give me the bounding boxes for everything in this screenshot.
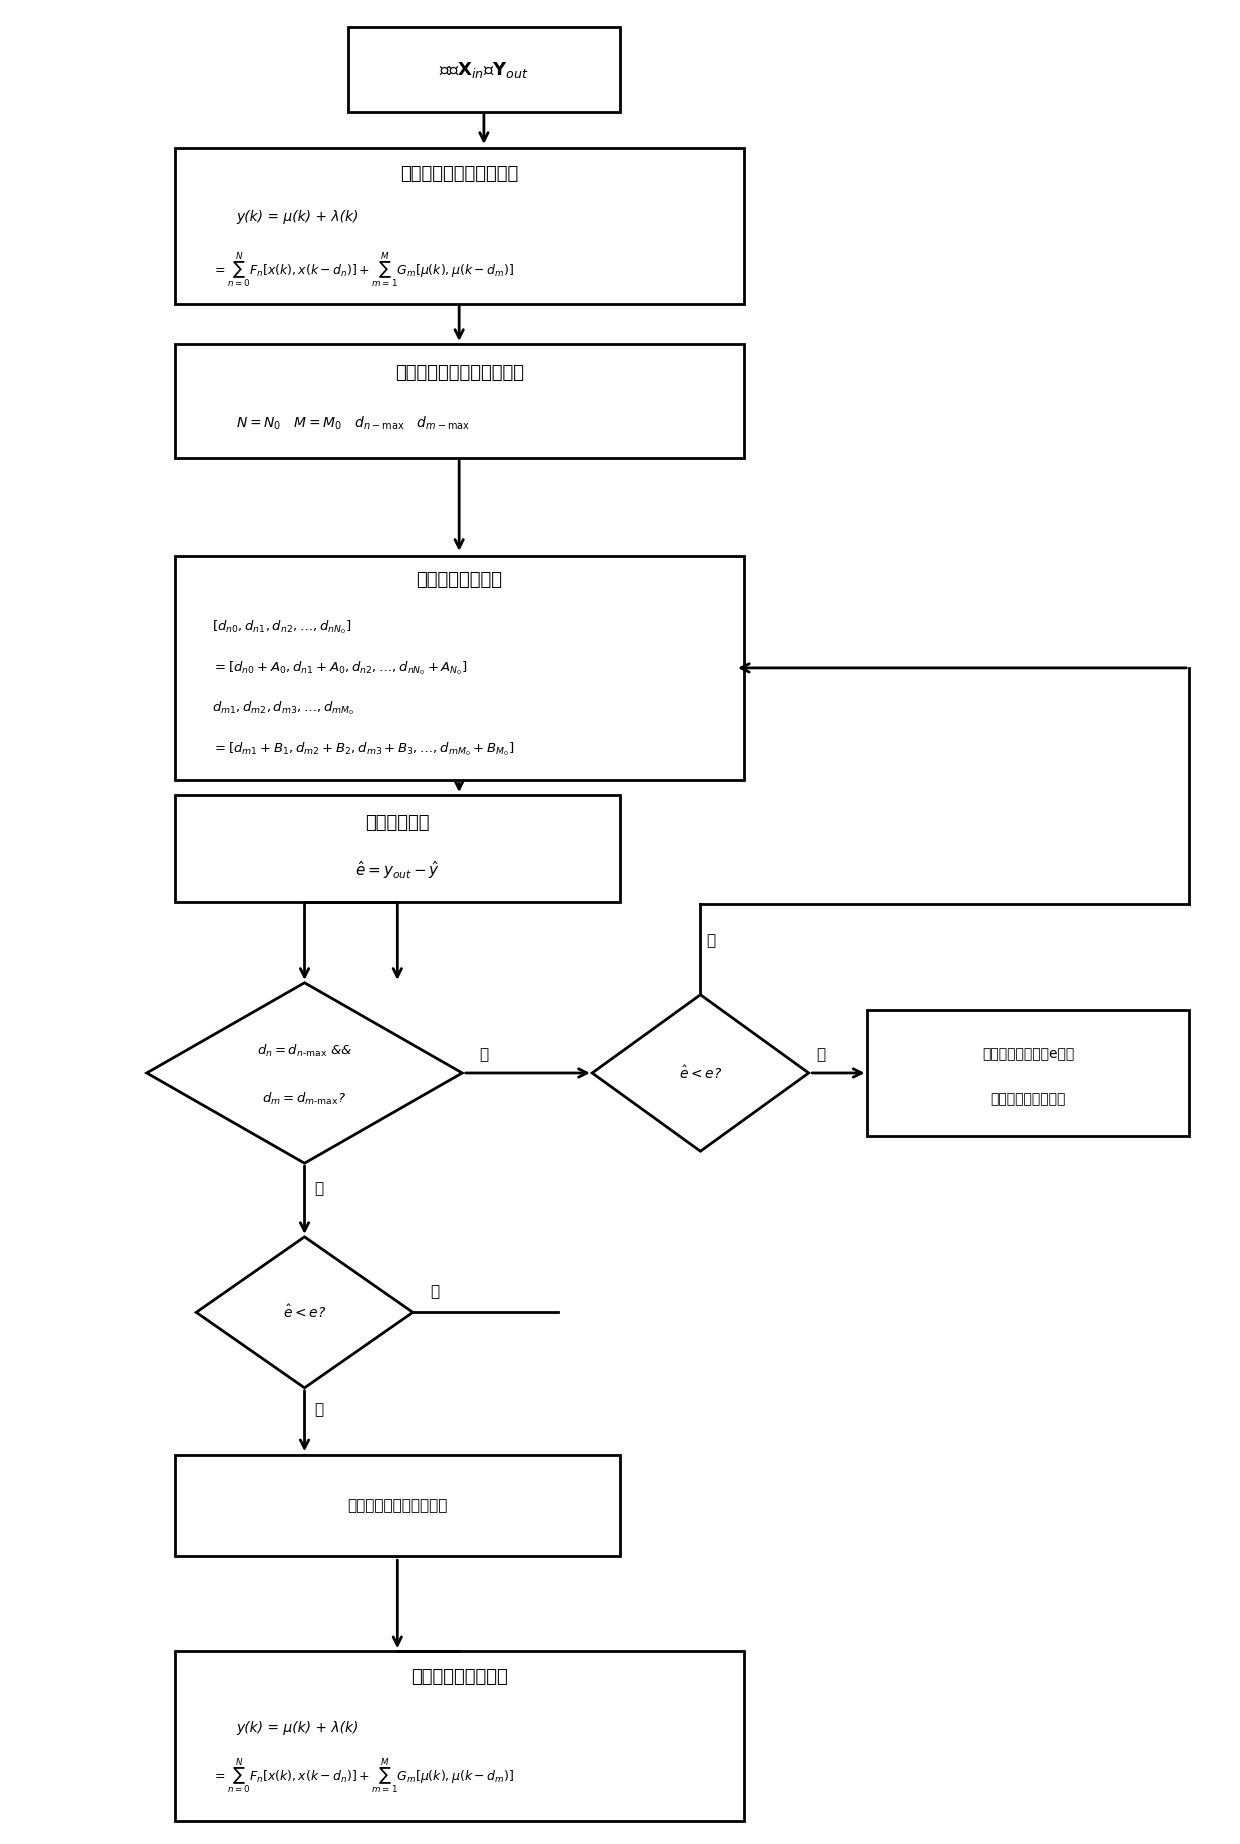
Text: 否: 否	[480, 1047, 489, 1062]
Text: 当前的抓头延迟序列: 当前的抓头延迟序列	[991, 1092, 1066, 1106]
FancyBboxPatch shape	[175, 795, 620, 902]
FancyBboxPatch shape	[868, 1011, 1189, 1136]
FancyBboxPatch shape	[175, 343, 744, 457]
Text: 初始化功率放大器模型参数: 初始化功率放大器模型参数	[394, 365, 523, 382]
Text: $d_n = d_{n\text{-max}}$ &&: $d_n = d_{n\text{-max}}$ &&	[257, 1044, 352, 1058]
Text: $=[d_{n0}+A_0,d_{n1}+A_0,d_{n2},\ldots,d_{nN_0}+A_{N_0}]$: $=[d_{n0}+A_0,d_{n1}+A_0,d_{n2},\ldots,d…	[212, 658, 467, 677]
Text: $=\sum_{n=0}^{N}F_n[x(k),x(k-d_n)]+\sum_{m=1}^{M}G_m[\mu(k),\mu(k-d_m)]$: $=\sum_{n=0}^{N}F_n[x(k),x(k-d_n)]+\sum_…	[212, 251, 515, 290]
FancyBboxPatch shape	[175, 555, 744, 780]
Text: 输入X$_{in}$和Y$_{out}$: 输入X$_{in}$和Y$_{out}$	[439, 59, 528, 79]
Polygon shape	[196, 1237, 413, 1389]
Text: $\hat{e} < e$?: $\hat{e} < e$?	[283, 1304, 326, 1320]
FancyBboxPatch shape	[175, 1650, 744, 1820]
Text: $d_{m1},d_{m2},d_{m3},\ldots,d_{mM_0}$: $d_{m1},d_{m2},d_{m3},\ldots,d_{mM_0}$	[212, 699, 355, 717]
Text: $d_m = d_{m\text{-max}}$?: $d_m = d_{m\text{-max}}$?	[263, 1090, 346, 1106]
Text: 保留当前的误差值e以及: 保留当前的误差值e以及	[982, 1047, 1074, 1062]
Text: $=\sum_{n=0}^{N}F_n[x(k),x(k-d_n)]+\sum_{m=1}^{M}G_m[\mu(k),\mu(k-d_m)]$: $=\sum_{n=0}^{N}F_n[x(k),x(k-d_n)]+\sum_…	[212, 1757, 515, 1796]
Text: $=[d_{m1}+B_1,d_{m2}+B_2,d_{m3}+B_3,\ldots,d_{mM_0}+B_{M_0}]$: $=[d_{m1}+B_1,d_{m2}+B_2,d_{m3}+B_3,\ldo…	[212, 739, 513, 758]
Text: y(k) = μ(k) + λ(k): y(k) = μ(k) + λ(k)	[237, 1722, 358, 1735]
Text: 保留当前的抓头延迟序列: 保留当前的抓头延迟序列	[347, 1497, 448, 1514]
Text: $N=N_0\quad M=M_0\quad d_{n-\max}\quad d_{m-\max}$: $N=N_0\quad M=M_0\quad d_{n-\max}\quad d…	[237, 415, 470, 431]
Text: 否: 否	[430, 1285, 440, 1300]
Text: 是: 是	[315, 1403, 324, 1418]
Text: 选择抓头延迟序列: 选择抓头延迟序列	[417, 570, 502, 588]
Text: 是: 是	[816, 1047, 825, 1062]
FancyBboxPatch shape	[175, 1455, 620, 1556]
Text: $\hat{e} = y_{out} - \hat{y}$: $\hat{e} = y_{out} - \hat{y}$	[355, 859, 440, 881]
Text: $[d_{n0},d_{n1},d_{n2},\ldots,d_{nN_0}]$: $[d_{n0},d_{n1},d_{n2},\ldots,d_{nN_0}]$	[212, 618, 351, 636]
FancyBboxPatch shape	[347, 28, 620, 112]
Polygon shape	[146, 983, 463, 1164]
Text: y(k) = μ(k) + λ(k): y(k) = μ(k) + λ(k)	[237, 210, 358, 223]
Text: 建立功率放大器基本模型: 建立功率放大器基本模型	[401, 166, 518, 183]
Polygon shape	[593, 994, 808, 1151]
Text: 计算误差函数: 计算误差函数	[365, 813, 429, 832]
Text: 是: 是	[315, 1182, 324, 1197]
Text: 输出功率放大器模型: 输出功率放大器模型	[410, 1669, 507, 1685]
Text: $\hat{e} < e$?: $\hat{e} < e$?	[678, 1064, 722, 1082]
FancyBboxPatch shape	[175, 148, 744, 304]
Text: 否: 否	[707, 933, 715, 948]
